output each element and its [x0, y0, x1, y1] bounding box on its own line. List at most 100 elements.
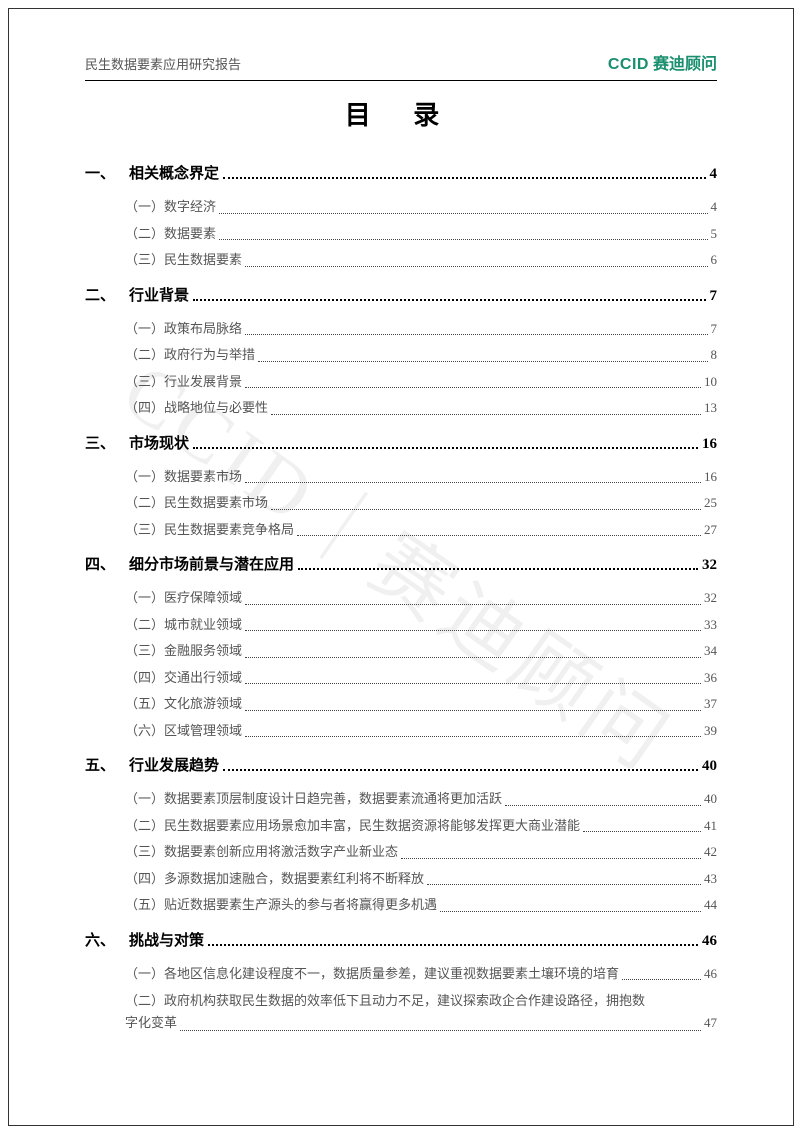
toc-section: 一、相关概念界定4 （一）数字经济 4 （二）数据要素5 （三）民生数据要素 6 — [85, 162, 717, 270]
sub-item: （五）贴近数据要素生产源头的参与者将赢得更多机遇 44 — [125, 895, 717, 915]
sub-list: （一）各地区信息化建设程度不一，数据质量参差，建议重视数据要素土壤环境的培育 46… — [85, 964, 717, 1035]
sub-item-page: 4 — [711, 197, 718, 217]
header-logo: CCID 赛迪顾问 — [608, 50, 717, 74]
section-heading: 五、行业发展趋势40 — [85, 754, 717, 775]
sub-item: （二）民生数据要素应用场景愈加丰富，民生数据资源将能够发挥更大商业潜能41 — [125, 816, 717, 836]
sub-item: （三）民生数据要素 6 — [125, 250, 717, 270]
sub-item: （一）各地区信息化建设程度不一，数据质量参差，建议重视数据要素土壤环境的培育 46 — [125, 964, 717, 984]
sub-item-label: （一）政策布局脉络 — [125, 319, 242, 339]
section-number: 二、 — [85, 284, 129, 305]
leader-dots — [223, 769, 698, 771]
sub-item-page: 32 — [704, 588, 717, 608]
sub-item-page: 37 — [704, 694, 717, 714]
sub-item: （二）数据要素5 — [125, 224, 717, 244]
leader-dots — [245, 736, 701, 737]
leader-dots — [223, 177, 705, 179]
sub-list: （一）医疗保障领域 32 （二）城市就业领域33 （三）金融服务领域 34 （四）交通出行… — [85, 588, 717, 740]
leader-dots — [427, 884, 701, 885]
leader-dots — [208, 944, 698, 946]
sub-item-page: 25 — [704, 493, 717, 513]
section-heading: 六、挑战与对策46 — [85, 929, 717, 950]
sub-item-page: 36 — [704, 668, 717, 688]
toc-content: 目 录 一、相关概念界定4 （一）数字经济 4 （二）数据要素5 （三）民生数据要素 6 二… — [85, 95, 717, 1048]
section-page: 16 — [702, 436, 717, 453]
sub-item-label: （五）贴近数据要素生产源头的参与者将赢得更多机遇 — [125, 895, 437, 915]
sub-item: （三）金融服务领域 34 — [125, 641, 717, 661]
leader-dots — [219, 213, 707, 214]
sub-item: （一）数据要素市场16 — [125, 467, 717, 487]
leader-dots — [258, 361, 707, 362]
page-header: 民生数据要素应用研究报告 CCID 赛迪顾问 — [85, 50, 717, 81]
leader-dots — [193, 299, 705, 301]
sub-item-label: （四）战略地位与必要性 — [125, 398, 268, 418]
leader-dots — [440, 911, 701, 912]
section-heading: 三、市场现状16 — [85, 432, 717, 453]
sub-list: （一）数据要素市场16（二）民生数据要素市场25（三）民生数据要素竞争格局27 — [85, 467, 717, 540]
sub-item: （四）交通出行领域36 — [125, 668, 717, 688]
sub-item: （二）民生数据要素市场 25 — [125, 493, 717, 513]
toc-section: 三、市场现状16 （一）数据要素市场16 （二）民生数据要素市场 25 （三）民生数据要… — [85, 432, 717, 540]
section-title: 细分市场前景与潜在应用 — [129, 553, 294, 574]
leader-dots — [180, 1030, 701, 1031]
sub-item-label: （三）行业发展背景 — [125, 372, 242, 392]
section-heading: 二、行业背景 7 — [85, 284, 717, 305]
section-title: 挑战与对策 — [129, 929, 204, 950]
section-title: 行业背景 — [129, 284, 189, 305]
sub-item-label-line2: 字化变革 — [125, 1012, 177, 1034]
sub-item: （二）城市就业领域33 — [125, 615, 717, 635]
sub-item-label: （四）多源数据加速融合，数据要素红利将不断释放 — [125, 869, 424, 889]
sub-item-label-line1: （二）政府机构获取民生数据的效率低下且动力不足，建议探索政企合作建设路径，拥抱数 — [125, 990, 717, 1012]
sub-item-page: 46 — [704, 964, 717, 984]
leader-dots — [193, 447, 698, 449]
sub-item: （一）医疗保障领域 32 — [125, 588, 717, 608]
leader-dots — [219, 239, 707, 240]
section-number: 三、 — [85, 432, 129, 453]
sub-item-label: （二）城市就业领域 — [125, 615, 242, 635]
leader-dots — [622, 979, 701, 980]
leader-dots — [298, 568, 698, 570]
sub-item-page: 47 — [704, 1012, 717, 1034]
sub-item-label: （二）民生数据要素市场 — [125, 493, 268, 513]
sub-item-label: （六）区域管理领域 — [125, 721, 242, 741]
sub-item: （一）数据要素顶层制度设计日趋完善，数据要素流通将更加活跃40 — [125, 789, 717, 809]
sub-item-page: 41 — [704, 816, 717, 836]
sub-item-page: 40 — [704, 789, 717, 809]
section-page: 7 — [710, 288, 718, 305]
sub-item-page: 44 — [704, 895, 717, 915]
sub-item-label: （一）医疗保障领域 — [125, 588, 242, 608]
section-heading: 四、细分市场前景与潜在应用32 — [85, 553, 717, 574]
ccid-logo-cn: 赛迪顾问 — [653, 50, 717, 74]
sub-item-page: 34 — [704, 641, 717, 661]
section-title: 行业发展趋势 — [129, 754, 219, 775]
sub-item: （二）政府机构获取民生数据的效率低下且动力不足，建议探索政企合作建设路径，拥抱数… — [125, 990, 717, 1034]
sub-item-label: （三）金融服务领域 — [125, 641, 242, 661]
sub-item-page: 6 — [711, 250, 718, 270]
sub-item-page: 13 — [704, 398, 717, 418]
toc-sections: 一、相关概念界定4 （一）数字经济 4 （二）数据要素5 （三）民生数据要素 6 二、行业背… — [85, 162, 717, 1034]
sub-item-label: （一）数字经济 — [125, 197, 216, 217]
section-number: 一、 — [85, 162, 129, 183]
sub-item-label: （五）文化旅游领域 — [125, 694, 242, 714]
sub-item-label: （三）民生数据要素竞争格局 — [125, 520, 294, 540]
sub-item-label: （一）各地区信息化建设程度不一，数据质量参差，建议重视数据要素土壤环境的培育 — [125, 964, 619, 984]
ccid-logo-en: CCID — [608, 56, 649, 74]
sub-item-page: 43 — [704, 869, 717, 889]
sub-item: （四）战略地位与必要性 13 — [125, 398, 717, 418]
leader-dots — [245, 482, 701, 483]
toc-section: 六、挑战与对策46 （一）各地区信息化建设程度不一，数据质量参差，建议重视数据要素… — [85, 929, 717, 1035]
sub-item-page: 7 — [711, 319, 718, 339]
section-number: 四、 — [85, 553, 129, 574]
sub-item: （三）行业发展背景10 — [125, 372, 717, 392]
leader-dots — [245, 683, 701, 684]
sub-item: （五）文化旅游领域 37 — [125, 694, 717, 714]
sub-item: （三）数据要素创新应用将激活数字产业新业态42 — [125, 842, 717, 862]
sub-item-label: （三）数据要素创新应用将激活数字产业新业态 — [125, 842, 398, 862]
toc-title: 目 录 — [85, 95, 717, 132]
sub-item-label: （三）民生数据要素 — [125, 250, 242, 270]
section-heading: 一、相关概念界定4 — [85, 162, 717, 183]
leader-dots — [245, 604, 701, 605]
sub-item-label: （二）数据要素 — [125, 224, 216, 244]
leader-dots — [297, 535, 701, 536]
sub-item-page: 16 — [704, 467, 717, 487]
sub-item: （二）政府行为与举措8 — [125, 345, 717, 365]
